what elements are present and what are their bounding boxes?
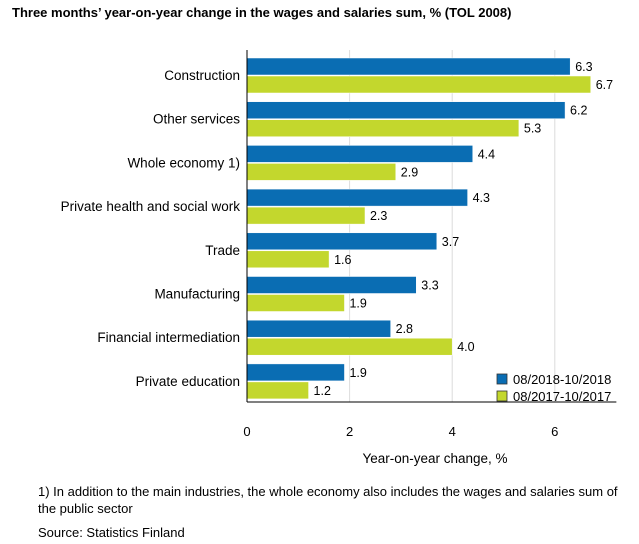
legend-swatch [496, 390, 508, 402]
legend-label: 08/2018-10/2018 [513, 372, 611, 387]
data-label: 5.3 [524, 122, 541, 136]
category-label: Private education [136, 374, 240, 389]
bar [246, 232, 438, 251]
data-label: 4.0 [457, 340, 474, 354]
bar [246, 188, 468, 207]
x-tick-label: 4 [449, 424, 456, 439]
data-label: 6.2 [570, 104, 587, 118]
category-label: Financial intermediation [97, 330, 240, 345]
footnote: 1) In addition to the main industries, t… [38, 484, 618, 516]
category-label: Whole economy 1) [127, 155, 240, 170]
data-label: 1.6 [334, 253, 351, 267]
bar [246, 294, 345, 312]
category-label: Trade [205, 243, 240, 258]
chart-title: Three months’ year-on-year change in the… [12, 5, 512, 20]
data-label: 2.9 [401, 165, 418, 179]
data-label: 2.8 [396, 322, 413, 336]
category-label: Construction [164, 68, 240, 83]
bar [246, 337, 453, 356]
data-label: 3.3 [421, 279, 438, 293]
bar [246, 75, 591, 94]
bar [246, 57, 571, 76]
data-label: 1.9 [349, 366, 366, 380]
bar [246, 363, 345, 382]
bar [246, 319, 391, 338]
data-label: 4.4 [478, 147, 495, 161]
data-label: 2.3 [370, 209, 387, 223]
bar [246, 101, 566, 119]
x-tick-label: 2 [346, 424, 353, 439]
x-tick-label: 0 [243, 424, 250, 439]
bar [246, 250, 330, 269]
bar-chart: 0 2 4 6 Construction 6.3 6.7 Other services 6.2 5… [61, 50, 617, 466]
bar [246, 381, 309, 400]
bar [246, 206, 366, 225]
data-label: 6.7 [596, 78, 613, 92]
x-tick-label: 6 [551, 424, 558, 439]
data-label: 4.3 [473, 191, 490, 205]
x-axis-title: Year-on-year change, % [362, 451, 507, 466]
bar [246, 119, 520, 137]
bar [246, 276, 417, 294]
data-label: 1.2 [314, 384, 331, 398]
source: Source: Statistics Finland [38, 525, 185, 540]
category-label: Private health and social work [61, 199, 241, 214]
bar [246, 163, 397, 181]
data-label: 1.9 [349, 297, 366, 311]
category-label: Other services [153, 112, 240, 127]
legend-label: 08/2017-10/2017 [513, 389, 611, 404]
category-label: Manufacturing [154, 287, 240, 302]
bar [246, 145, 473, 163]
legend-swatch [496, 373, 508, 385]
data-label: 3.7 [442, 235, 459, 249]
data-label: 6.3 [575, 60, 592, 74]
